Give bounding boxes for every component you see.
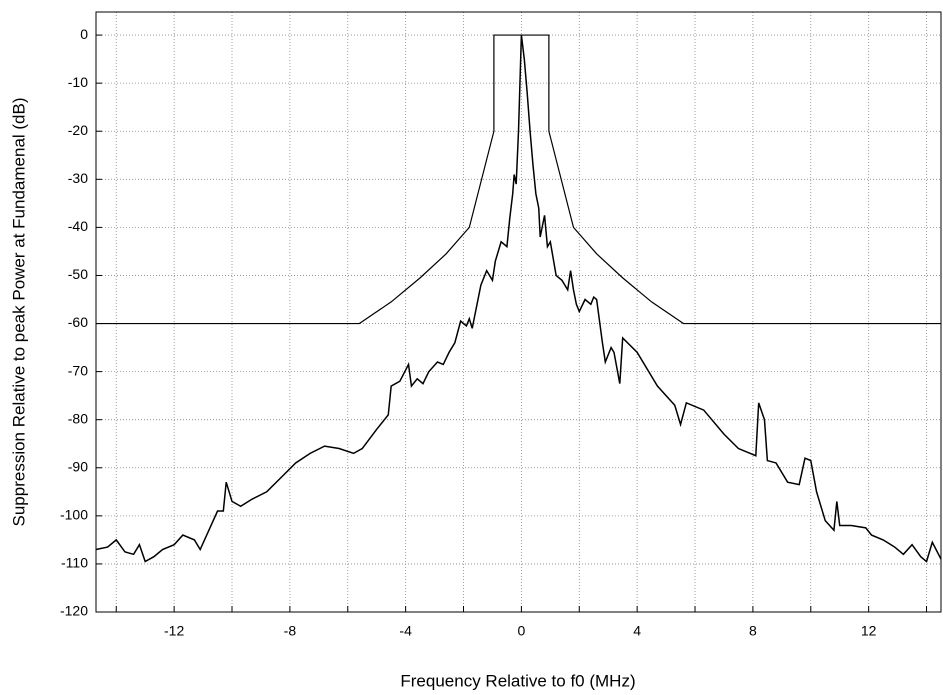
y-tick-label: -120 <box>60 603 88 619</box>
y-tick-label: -100 <box>60 507 88 523</box>
x-tick-label: -12 <box>164 623 184 639</box>
x-tick-label: 12 <box>861 623 877 639</box>
y-tick-label: -70 <box>68 362 88 378</box>
x-tick-label: -4 <box>399 623 412 639</box>
y-tick-label: -110 <box>61 555 88 571</box>
x-tick-label: 4 <box>633 623 641 639</box>
line-series <box>95 34 942 563</box>
y-tick-label: -50 <box>68 266 88 282</box>
y-axis-label: Suppression Relative to peak Power at Fu… <box>9 97 28 526</box>
y-tick-label: -30 <box>68 170 88 186</box>
x-tick-label: 0 <box>517 623 525 639</box>
x-tick-label: -8 <box>284 623 297 639</box>
y-tick-label: -40 <box>68 218 88 234</box>
y-tick-label: -90 <box>68 458 88 474</box>
y-tick-label: -80 <box>68 410 88 426</box>
y-tick-label: -20 <box>68 122 88 138</box>
x-tick-label: 8 <box>749 623 757 639</box>
x-axis-label: Frequency Relative to f0 (MHz) <box>400 671 635 690</box>
y-tick-label: 0 <box>80 26 88 42</box>
y-tick-label: -60 <box>68 314 88 330</box>
plot-frame <box>95 11 942 613</box>
y-tick-label: -10 <box>68 74 88 90</box>
